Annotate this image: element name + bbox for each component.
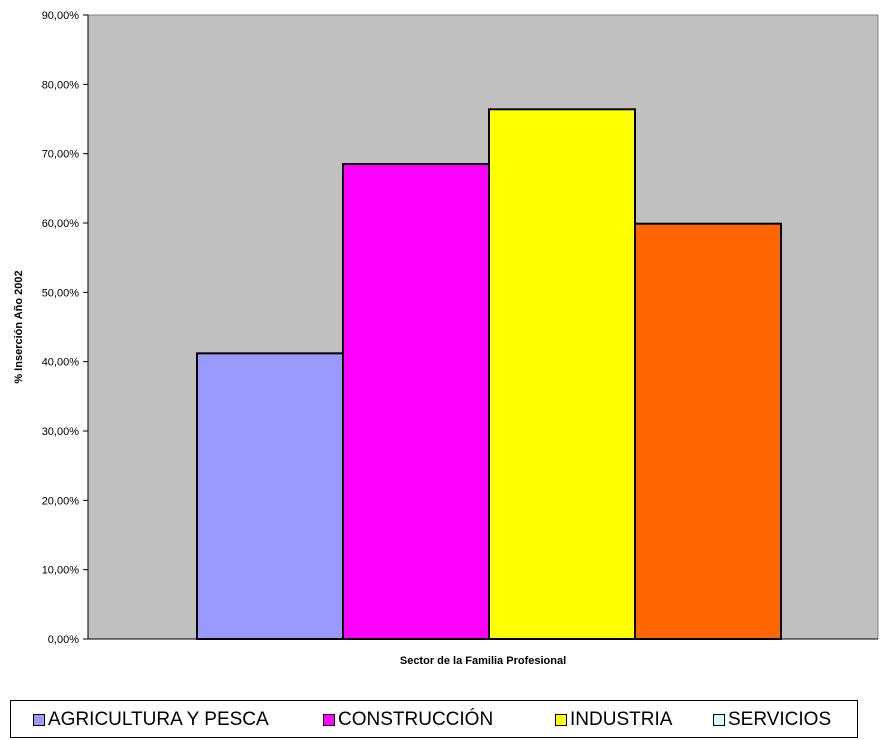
y-tick-label: 40,00%	[42, 357, 80, 369]
legend-label: INDUSTRIA	[570, 709, 673, 730]
legend-label: SERVICIOS	[728, 709, 832, 730]
y-tick-label: 90,00%	[42, 10, 80, 22]
legend-swatch	[323, 714, 335, 726]
y-tick-label: 70,00%	[42, 149, 80, 161]
legend-label: AGRICULTURA Y PESCA	[48, 709, 269, 730]
legend: AGRICULTURA Y PESCA CONSTRUCCIÓN INDUSTRIA…	[10, 700, 858, 738]
y-axis-ticks: 0,00% 10,00% 20,00% 30,00% 40,00% 50,00% 60,00…	[42, 10, 88, 646]
y-axis-title: % Inserción Año 2002	[13, 270, 25, 383]
legend-item: SERVICIOS	[713, 710, 831, 730]
y-tick-label: 80,00%	[42, 79, 80, 91]
legend-item: AGRICULTURA Y PESCA	[33, 710, 269, 730]
y-tick-label: 50,00%	[42, 287, 80, 299]
bar	[634, 222, 782, 640]
y-tick-label: 10,00%	[42, 565, 80, 577]
x-axis-title: Sector de la Familia Profesional	[400, 655, 566, 667]
legend-label: CONSTRUCCIÓN	[338, 709, 494, 730]
y-tick-label: 60,00%	[42, 218, 80, 230]
legend-item: CONSTRUCCIÓN	[323, 710, 493, 730]
y-tick-label: 20,00%	[42, 495, 80, 507]
bar-chart: 0,00% 10,00% 20,00% 30,00% 40,00% 50,00% 60,00…	[13, 10, 879, 667]
legend-swatch	[713, 714, 725, 726]
bar	[342, 163, 490, 640]
bar	[488, 108, 636, 640]
y-tick-label: 0,00%	[48, 634, 79, 646]
y-tick-label: 30,00%	[42, 426, 80, 438]
legend-swatch	[33, 714, 45, 726]
bar	[196, 352, 344, 640]
legend-item: INDUSTRIA	[555, 710, 672, 730]
legend-swatch	[555, 714, 567, 726]
